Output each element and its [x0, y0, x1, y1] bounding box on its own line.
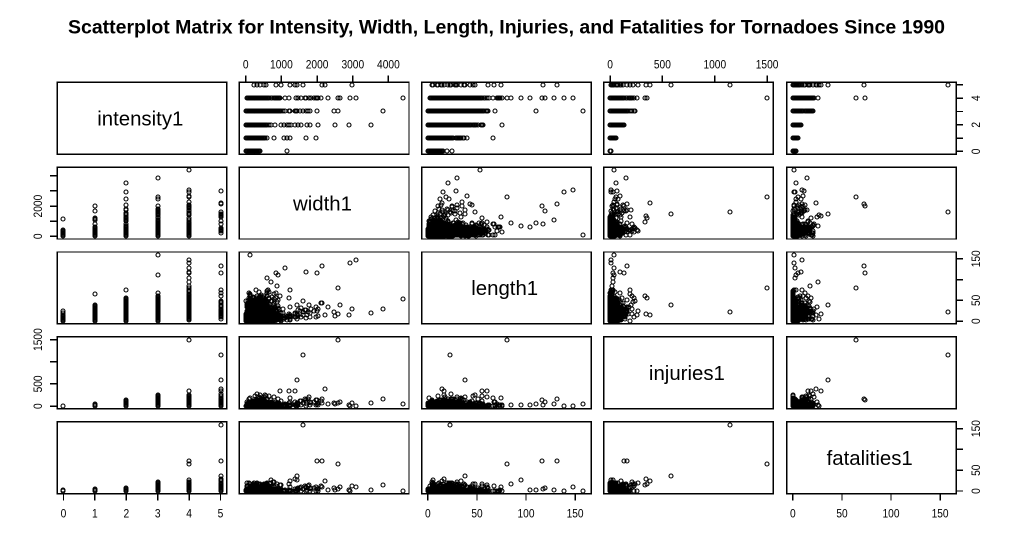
svg-text:100: 100	[883, 506, 900, 520]
svg-text:0: 0	[790, 506, 796, 520]
svg-text:0: 0	[607, 57, 613, 71]
svg-text:0: 0	[31, 233, 45, 239]
svg-text:2000: 2000	[31, 194, 45, 217]
svg-text:1: 1	[92, 506, 98, 520]
svg-text:1500: 1500	[756, 57, 779, 71]
svg-text:3: 3	[155, 506, 161, 520]
svg-text:1000: 1000	[270, 57, 293, 71]
svg-text:Scatterplot Matrix for Intensi: Scatterplot Matrix for Intensity, Width,…	[68, 16, 945, 38]
svg-text:0: 0	[969, 148, 983, 154]
svg-text:2: 2	[969, 122, 983, 128]
svg-text:width1: width1	[292, 193, 352, 215]
svg-text:fatalities1: fatalities1	[827, 448, 913, 470]
svg-text:0: 0	[243, 57, 249, 71]
svg-text:150: 150	[969, 420, 983, 437]
svg-text:2000: 2000	[306, 57, 329, 71]
svg-text:500: 500	[31, 375, 45, 392]
svg-text:0: 0	[61, 506, 67, 520]
svg-text:length1: length1	[471, 278, 538, 300]
svg-text:1500: 1500	[31, 328, 45, 351]
svg-text:0: 0	[31, 403, 45, 409]
svg-text:50: 50	[969, 294, 983, 306]
svg-text:500: 500	[654, 57, 671, 71]
svg-text:1000: 1000	[703, 57, 726, 71]
svg-text:100: 100	[518, 506, 535, 520]
svg-text:4: 4	[969, 95, 983, 101]
svg-text:0: 0	[969, 488, 983, 494]
svg-text:intensity1: intensity1	[97, 109, 183, 131]
svg-text:50: 50	[471, 506, 483, 520]
svg-text:150: 150	[932, 506, 949, 520]
svg-text:50: 50	[836, 506, 848, 520]
svg-text:4: 4	[186, 506, 192, 520]
svg-text:2: 2	[123, 506, 129, 520]
svg-text:0: 0	[969, 318, 983, 324]
svg-text:150: 150	[567, 506, 584, 520]
svg-text:4000: 4000	[377, 57, 400, 71]
svg-text:50: 50	[969, 464, 983, 476]
svg-text:150: 150	[969, 250, 983, 267]
svg-text:3000: 3000	[341, 57, 364, 71]
svg-text:5: 5	[218, 506, 224, 520]
svg-text:injuries1: injuries1	[649, 363, 725, 385]
svg-text:0: 0	[425, 506, 431, 520]
